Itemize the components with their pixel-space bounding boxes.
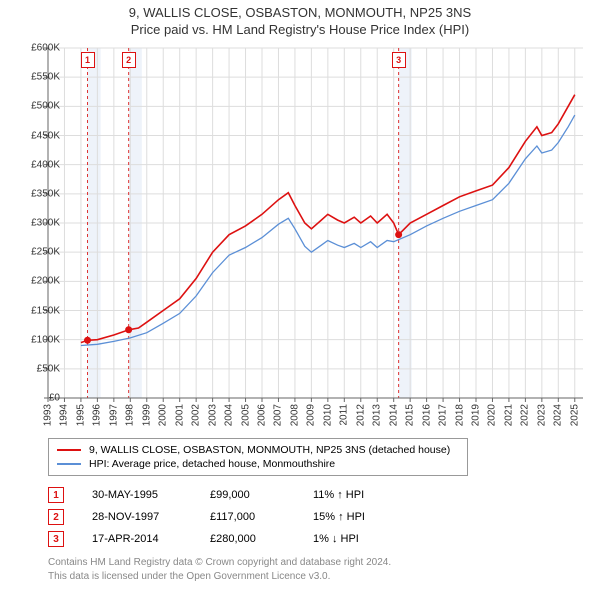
sale-date: 30-MAY-1995 — [92, 489, 182, 501]
x-tick-label: 2011 — [339, 404, 350, 426]
event-marker: 3 — [392, 52, 406, 68]
sale-delta: 1% ↓ HPI — [313, 533, 403, 545]
title-subtitle: Price paid vs. HM Land Registry's House … — [0, 22, 600, 37]
footnote-line1: Contains HM Land Registry data © Crown c… — [48, 556, 391, 570]
x-tick-label: 2004 — [224, 404, 235, 426]
title-address: 9, WALLIS CLOSE, OSBASTON, MONMOUTH, NP2… — [0, 5, 600, 20]
y-tick-label: £350K — [15, 188, 60, 199]
x-tick-label: 2008 — [289, 404, 300, 426]
y-tick-label: £400K — [15, 159, 60, 170]
x-tick-label: 2002 — [191, 404, 202, 426]
legend-label: HPI: Average price, detached house, Monm… — [89, 458, 335, 470]
event-marker: 2 — [122, 52, 136, 68]
x-tick-label: 1998 — [125, 404, 136, 426]
legend-swatch — [57, 449, 81, 451]
sale-price: £99,000 — [210, 489, 285, 501]
x-tick-label: 1993 — [43, 404, 54, 426]
x-tick-label: 2016 — [421, 404, 432, 426]
x-tick-label: 2006 — [257, 404, 268, 426]
chart-svg — [48, 48, 583, 398]
sale-delta: 11% ↑ HPI — [313, 489, 403, 501]
sale-price: £280,000 — [210, 533, 285, 545]
x-tick-label: 2000 — [158, 404, 169, 426]
x-tick-label: 2009 — [306, 404, 317, 426]
chart-area: 1 2 3 — [48, 48, 583, 398]
sale-badge: 2 — [48, 509, 64, 525]
x-tick-label: 2012 — [355, 404, 366, 426]
x-tick-label: 2020 — [487, 404, 498, 426]
x-tick-label: 2010 — [322, 404, 333, 426]
footnote-line2: This data is licensed under the Open Gov… — [48, 570, 391, 584]
x-tick-label: 2013 — [372, 404, 383, 426]
y-tick-label: £250K — [15, 247, 60, 258]
sale-delta: 15% ↑ HPI — [313, 511, 403, 523]
x-tick-label: 1996 — [92, 404, 103, 426]
y-tick-label: £450K — [15, 130, 60, 141]
x-tick-label: 2005 — [240, 404, 251, 426]
event-marker: 1 — [81, 52, 95, 68]
x-tick-label: 2019 — [471, 404, 482, 426]
y-tick-label: £200K — [15, 276, 60, 287]
x-tick-label: 2003 — [207, 404, 218, 426]
footnote: Contains HM Land Registry data © Crown c… — [48, 556, 391, 583]
y-tick-label: £550K — [15, 72, 60, 83]
titles: 9, WALLIS CLOSE, OSBASTON, MONMOUTH, NP2… — [0, 0, 600, 37]
sale-badge: 3 — [48, 531, 64, 547]
x-tick-label: 2014 — [388, 404, 399, 426]
x-tick-label: 2017 — [438, 404, 449, 426]
x-tick-label: 2001 — [174, 404, 185, 426]
y-tick-label: £300K — [15, 218, 60, 229]
legend-row: HPI: Average price, detached house, Monm… — [57, 457, 459, 471]
x-tick-label: 2021 — [503, 404, 514, 426]
legend: 9, WALLIS CLOSE, OSBASTON, MONMOUTH, NP2… — [48, 438, 468, 476]
sale-row: 2 28-NOV-1997 £117,000 15% ↑ HPI — [48, 506, 403, 528]
legend-label: 9, WALLIS CLOSE, OSBASTON, MONMOUTH, NP2… — [89, 444, 450, 456]
x-tick-label: 2018 — [454, 404, 465, 426]
x-tick-label: 2024 — [553, 404, 564, 426]
sale-price: £117,000 — [210, 511, 285, 523]
x-tick-label: 1997 — [108, 404, 119, 426]
sale-date: 28-NOV-1997 — [92, 511, 182, 523]
legend-swatch — [57, 463, 81, 465]
x-tick-label: 2023 — [536, 404, 547, 426]
sale-row: 3 17-APR-2014 £280,000 1% ↓ HPI — [48, 528, 403, 550]
x-tick-label: 2025 — [569, 404, 580, 426]
y-tick-label: £0 — [15, 393, 60, 404]
sale-badge: 1 — [48, 487, 64, 503]
sale-date: 17-APR-2014 — [92, 533, 182, 545]
y-tick-label: £600K — [15, 43, 60, 54]
sale-row: 1 30-MAY-1995 £99,000 11% ↑ HPI — [48, 484, 403, 506]
x-tick-label: 1995 — [75, 404, 86, 426]
y-tick-label: £150K — [15, 305, 60, 316]
x-tick-label: 1994 — [59, 404, 70, 426]
x-tick-label: 2022 — [520, 404, 531, 426]
x-tick-label: 1999 — [141, 404, 152, 426]
y-tick-label: £500K — [15, 101, 60, 112]
y-tick-label: £100K — [15, 334, 60, 345]
chart-container: 9, WALLIS CLOSE, OSBASTON, MONMOUTH, NP2… — [0, 0, 600, 590]
x-tick-label: 2015 — [405, 404, 416, 426]
x-tick-label: 2007 — [273, 404, 284, 426]
y-tick-label: £50K — [15, 363, 60, 374]
legend-row: 9, WALLIS CLOSE, OSBASTON, MONMOUTH, NP2… — [57, 443, 459, 457]
sales-table: 1 30-MAY-1995 £99,000 11% ↑ HPI 2 28-NOV-1997… — [48, 484, 403, 550]
